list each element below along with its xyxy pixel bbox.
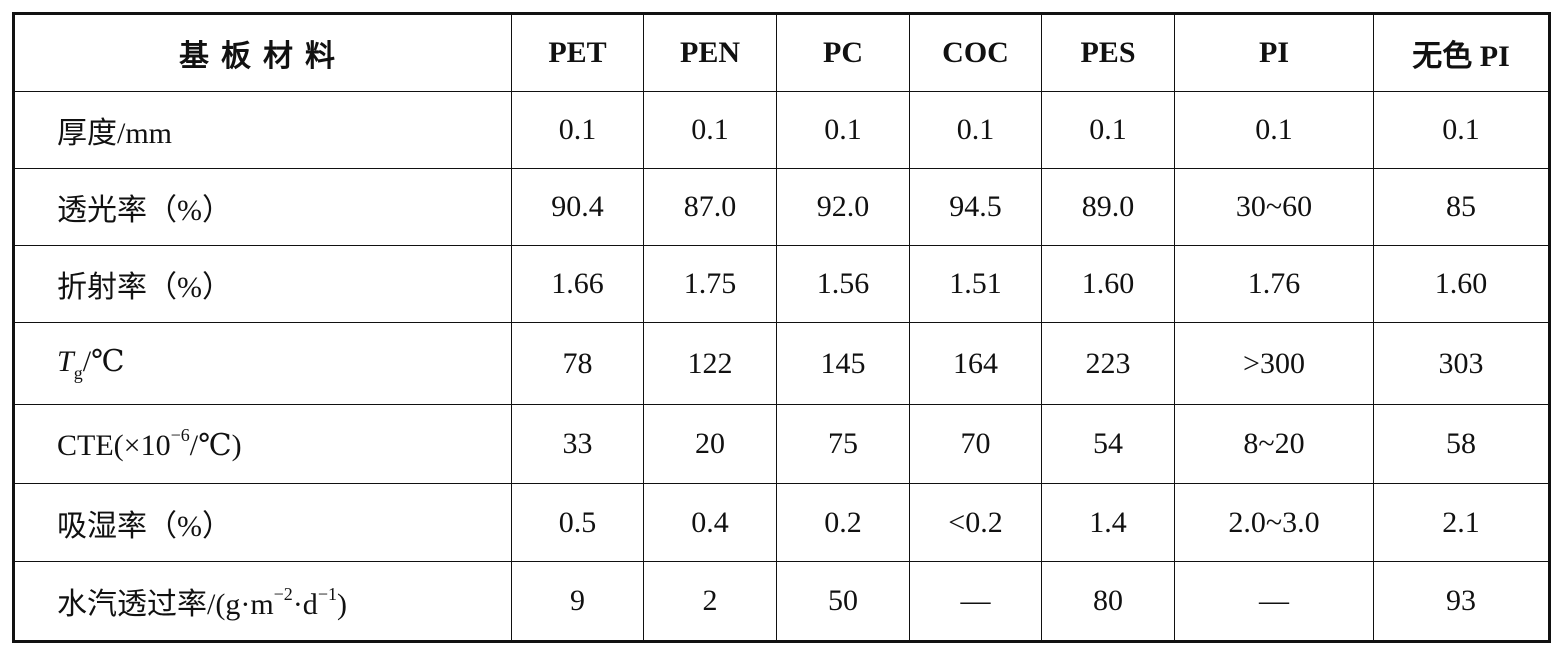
label-superscript: −6 (170, 425, 190, 445)
cell: 145 (776, 322, 910, 405)
cell: 1.66 (511, 245, 644, 323)
cell: — (1174, 561, 1374, 642)
cell: 93 (1373, 561, 1550, 642)
row: CTE(×10−6/℃) 33 20 75 70 54 8~20 58 (13, 404, 1550, 484)
row-label: 透光率（%） (13, 168, 512, 246)
cell: 92.0 (776, 168, 910, 246)
cell: >300 (1174, 322, 1374, 405)
table-body: 厚度/mm 0.1 0.1 0.1 0.1 0.1 0.1 0.1 透光率（%） 90.4 87.… (13, 91, 1550, 642)
cell: 58 (1373, 404, 1550, 484)
header-cell: PES (1041, 13, 1175, 92)
cell: 0.5 (511, 483, 644, 562)
cell: 303 (1373, 322, 1550, 405)
cell: 0.1 (1373, 91, 1550, 169)
cell: 70 (909, 404, 1042, 484)
label-subscript: g (73, 362, 83, 383)
label-text: 水汽透过率/(g·m (57, 588, 274, 621)
label-text: /℃ (82, 344, 125, 378)
cell: 1.75 (643, 245, 777, 323)
cell: 30~60 (1174, 168, 1374, 246)
cell: 0.1 (776, 91, 910, 169)
cell: 75 (776, 404, 910, 484)
cell: 0.4 (643, 483, 777, 562)
cell: 1.56 (776, 245, 910, 323)
label-text: 透光率（%） (57, 194, 232, 227)
cell: 2 (643, 561, 777, 642)
label-superscript: −1 (317, 584, 337, 604)
cell: 1.51 (909, 245, 1042, 323)
cell: 0.1 (1041, 91, 1175, 169)
cell: 54 (1041, 404, 1175, 484)
row-label: 水汽透过率/(g·m−2·d−1) (13, 561, 512, 642)
cell: 1.60 (1041, 245, 1175, 323)
cell: 0.1 (511, 91, 644, 169)
label-text: /℃) (189, 429, 242, 462)
cell: 94.5 (909, 168, 1042, 246)
header-cell: PI (1174, 13, 1374, 92)
cell: 50 (776, 561, 910, 642)
cell: 1.4 (1041, 483, 1175, 562)
row: 透光率（%） 90.4 87.0 92.0 94.5 89.0 30~60 85 (13, 168, 1550, 246)
cell: 89.0 (1041, 168, 1175, 246)
label-superscript: −2 (273, 584, 293, 604)
cell: 223 (1041, 322, 1175, 405)
cell: 1.60 (1373, 245, 1550, 323)
label-text: ·d (292, 588, 318, 621)
row-label: 折射率（%） (13, 245, 512, 323)
cell: 85 (1373, 168, 1550, 246)
cell: 78 (511, 322, 644, 405)
header-cell: PC (776, 13, 910, 92)
header-cell: PEN (643, 13, 777, 92)
row: Tg/℃ 78 122 145 164 223 >300 303 (13, 322, 1550, 405)
header-cell: COC (909, 13, 1042, 92)
header-cell: 无色 PI (1373, 13, 1550, 92)
cell: 0.1 (643, 91, 777, 169)
cell: 164 (909, 322, 1042, 405)
row: 吸湿率（%） 0.5 0.4 0.2 <0.2 1.4 2.0~3.0 2.1 (13, 483, 1550, 562)
label-text: ) (336, 588, 347, 621)
cell: 1.76 (1174, 245, 1374, 323)
row: 折射率（%） 1.66 1.75 1.56 1.51 1.60 1.76 1.60 (13, 245, 1550, 323)
cell: <0.2 (909, 483, 1042, 562)
cell: 2.0~3.0 (1174, 483, 1374, 562)
cell: 20 (643, 404, 777, 484)
cell: 33 (511, 404, 644, 484)
cell: 0.2 (776, 483, 910, 562)
cell: 90.4 (511, 168, 644, 246)
row-label: Tg/℃ (13, 322, 512, 405)
cell: 8~20 (1174, 404, 1374, 484)
label-text: 吸湿率（%） (57, 509, 232, 543)
cell: 0.1 (1174, 91, 1374, 169)
cell: 0.1 (909, 91, 1042, 169)
cell: — (909, 561, 1042, 642)
label-text: CTE(×10 (57, 429, 171, 462)
cell: 2.1 (1373, 483, 1550, 562)
row-label: 吸湿率（%） (13, 483, 512, 562)
cell: 80 (1041, 561, 1175, 642)
header-cell: PET (511, 13, 644, 92)
cell: 9 (511, 561, 644, 642)
cell: 87.0 (643, 168, 777, 246)
label-text: T (57, 344, 74, 378)
header-cell: 基板材料 (13, 13, 512, 92)
row: 水汽透过率/(g·m−2·d−1) 9 2 50—80—93 (13, 561, 1550, 642)
label-text: 折射率（%） (57, 271, 232, 304)
cell: 122 (643, 322, 777, 405)
header-row: 基板材料 PET PEN PC COC PES PI 无色 PI (13, 13, 1550, 92)
row-label: CTE(×10−6/℃) (13, 404, 512, 484)
label-text: 厚度/mm (57, 117, 173, 150)
data-table: 基板材料 PET PEN PC COC PES PI 无色 PI 厚度/mm 0.1 0.1 0.1… (12, 12, 1551, 643)
row-label: 厚度/mm (13, 91, 512, 169)
row: 厚度/mm 0.1 0.1 0.1 0.1 0.1 0.1 0.1 (13, 91, 1550, 169)
